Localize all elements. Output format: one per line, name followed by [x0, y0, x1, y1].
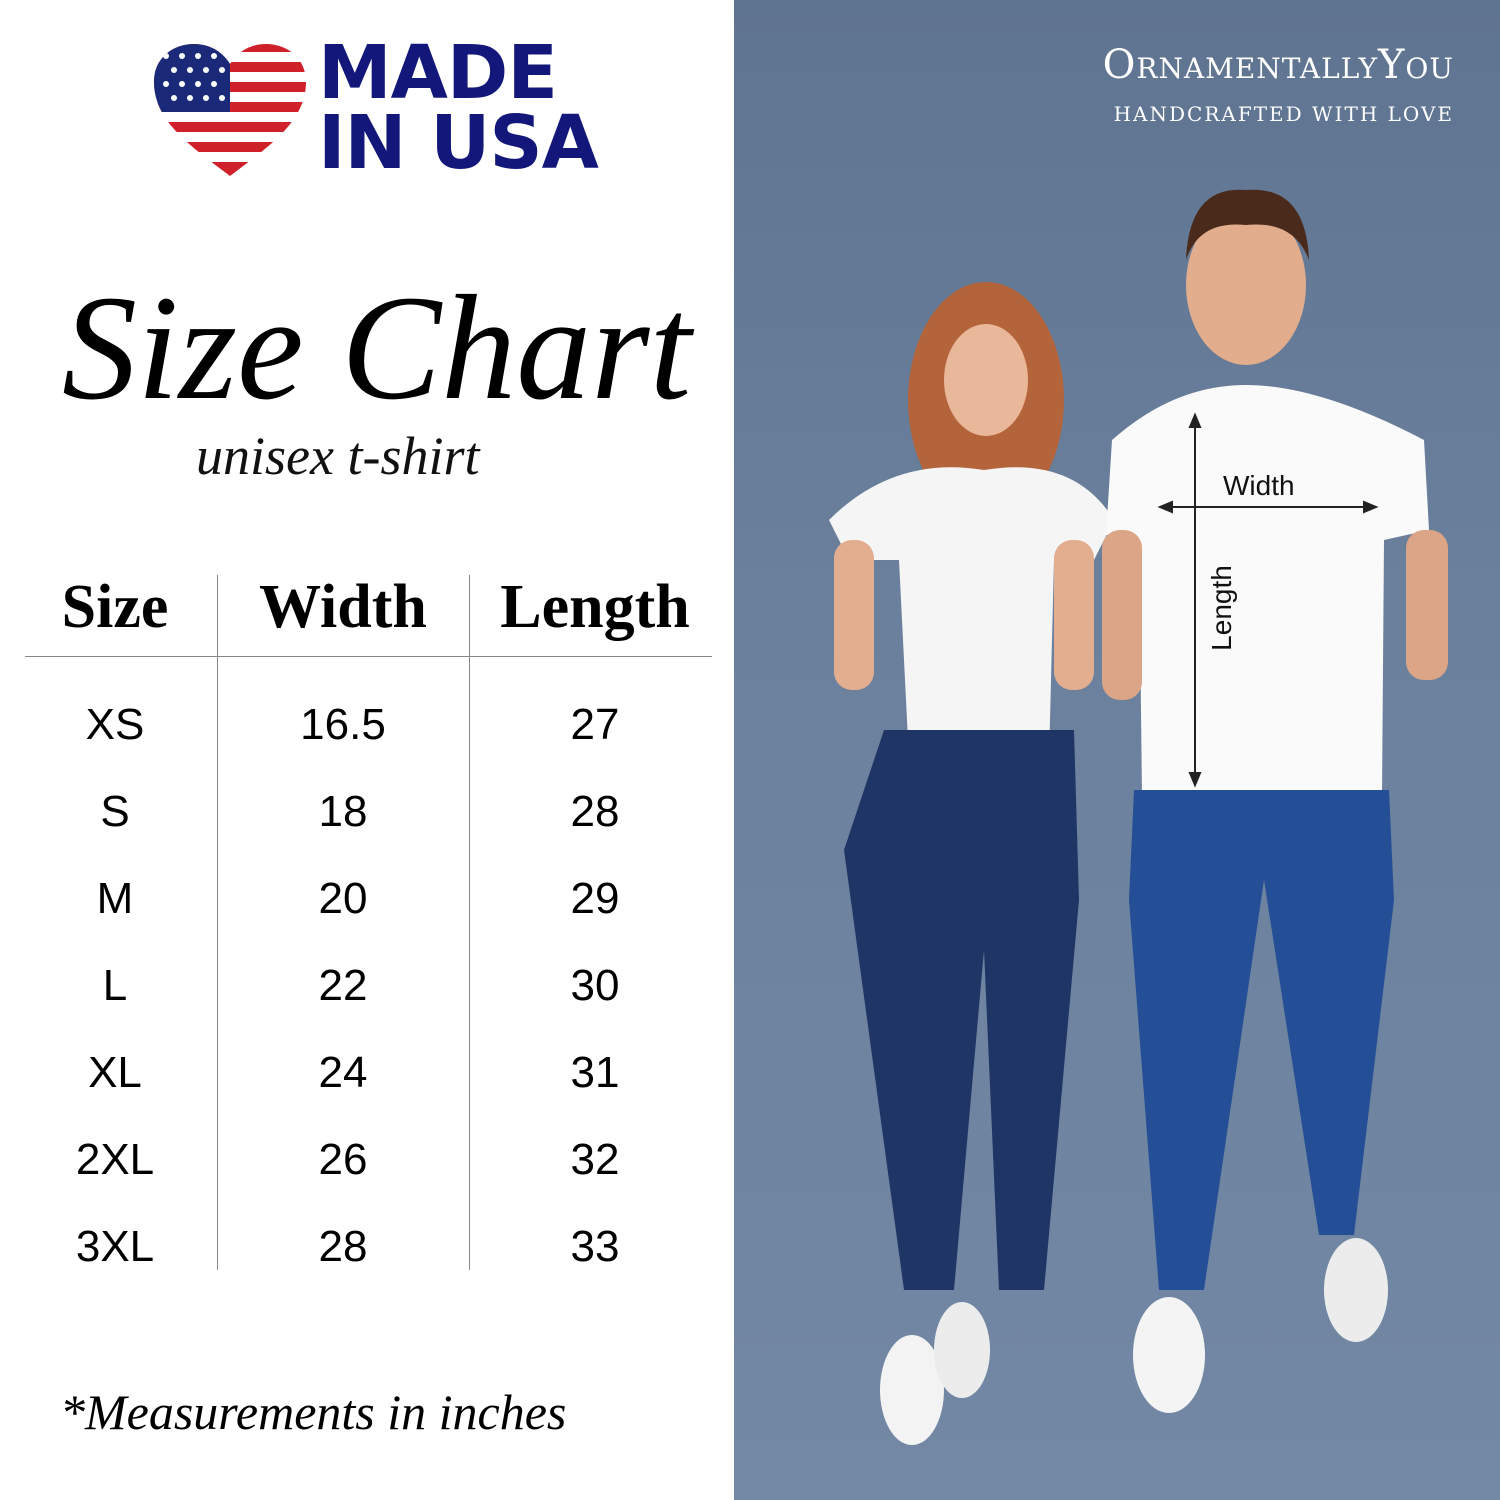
cell-size: XL [88, 1048, 142, 1097]
cell-size: 3XL [75, 1222, 155, 1271]
cell-length: 30 [570, 961, 620, 1010]
cell-length: 28 [570, 787, 620, 836]
cell-length: 27 [570, 700, 620, 749]
cell-length: 31 [570, 1048, 620, 1097]
cell-length: 29 [570, 874, 620, 923]
width-label: Width [1223, 470, 1295, 501]
cell-width: 18 [318, 787, 368, 836]
models-illustration [829, 189, 1448, 1445]
made-in-usa-badge: MADE IN USA [318, 30, 599, 186]
cell-width: 22 [318, 961, 368, 1010]
brand-logo: OrnamentallyYou [1102, 42, 1454, 88]
length-arrow [1188, 412, 1202, 788]
man-figure [1102, 189, 1448, 1413]
heart-flag-icon [154, 44, 306, 176]
measurement-note: *Measurements in inches [60, 1384, 567, 1440]
model-photo: OrnamentallyYou HANDCRAFTED WITH LOVE [734, 0, 1500, 1500]
cell-width: 20 [318, 874, 368, 923]
cell-length: 32 [570, 1135, 620, 1184]
cell-width: 16.5 [300, 700, 386, 749]
cell-length: 33 [570, 1222, 620, 1271]
header-length: Length [500, 573, 690, 641]
badge-line-1: MADE [318, 30, 558, 116]
cell-width: 26 [318, 1135, 368, 1184]
size-chart-panel: MADE IN USA Size Chart unisex t-shirt Si… [0, 0, 734, 1500]
header-divider [25, 656, 712, 657]
width-arrow [1157, 500, 1379, 514]
brand-tagline: HANDCRAFTED WITH LOVE [1113, 102, 1454, 126]
length-label: Length [1205, 565, 1237, 651]
page-subtitle: unisex t-shirt [196, 426, 480, 486]
header-width: Width [259, 573, 427, 641]
header-size: Size [61, 573, 169, 641]
badge-line-2: IN USA [318, 100, 599, 186]
cell-size: M [96, 874, 134, 923]
woman-figure [829, 282, 1114, 1445]
cell-size: 2XL [75, 1135, 155, 1184]
cell-width: 28 [318, 1222, 368, 1271]
cell-size: S [100, 787, 130, 836]
cell-size: XS [85, 700, 145, 749]
column-divider [469, 575, 470, 1270]
cell-width: 24 [318, 1048, 368, 1097]
cell-size: L [102, 961, 128, 1010]
page-title: Size Chart [62, 265, 692, 431]
column-divider [217, 575, 218, 1270]
